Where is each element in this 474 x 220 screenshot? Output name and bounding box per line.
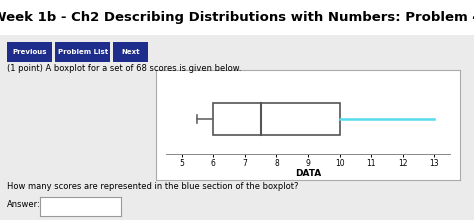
Text: How many scores are represented in the blue section of the boxplot?: How many scores are represented in the b… <box>7 182 299 191</box>
X-axis label: DATA: DATA <box>295 169 321 178</box>
Text: Problem List: Problem List <box>57 49 108 55</box>
Text: Next: Next <box>121 49 140 55</box>
Text: Previous: Previous <box>12 49 47 55</box>
Text: Answer:: Answer: <box>7 200 41 209</box>
Bar <box>213 103 340 135</box>
Text: (1 point) A boxplot for a set of 68 scores is given below.: (1 point) A boxplot for a set of 68 scor… <box>7 64 242 73</box>
Text: Week 1b - Ch2 Describing Distributions with Numbers: Problem 4: Week 1b - Ch2 Describing Distributions w… <box>0 11 474 24</box>
